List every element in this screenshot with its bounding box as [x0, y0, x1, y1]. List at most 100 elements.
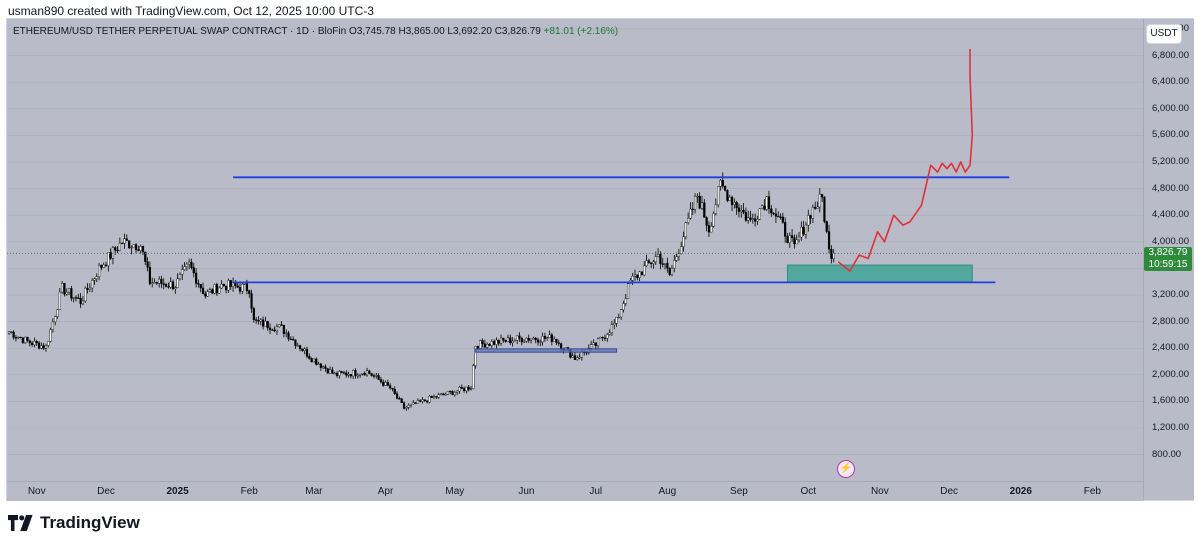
candle-up — [624, 293, 627, 306]
candle-body — [802, 226, 805, 235]
x-tick-label: Jun — [518, 486, 535, 497]
candle-body — [370, 373, 373, 376]
candle-up — [58, 287, 61, 310]
candle-body — [419, 400, 422, 402]
candle-body — [767, 196, 771, 210]
candle-up — [446, 391, 449, 396]
candle-body — [368, 370, 371, 374]
candle-body — [155, 282, 158, 284]
candle-up — [384, 380, 387, 387]
candle-up — [818, 188, 821, 213]
candle-body — [721, 180, 724, 187]
candle-up — [97, 263, 101, 281]
candle-down — [160, 275, 163, 289]
candle-body — [77, 297, 80, 299]
chart-frame[interactable]: ETHEREUM/USD TETHER PERPETUAL SWAP CONTR… — [6, 18, 1194, 501]
x-tick-label: Jul — [589, 486, 603, 497]
candle-up — [638, 270, 641, 282]
candle-body — [201, 287, 205, 295]
candle-body — [832, 253, 835, 259]
candle-up — [680, 241, 683, 255]
time-axis[interactable]: Nov Dec 2025 Feb Mar Apr May Jun Jul Aug Sep Oct Nov… — [7, 481, 1143, 501]
candle-body — [26, 336, 29, 342]
candle-down — [70, 286, 73, 302]
candle-down — [772, 212, 775, 216]
candle-body — [389, 385, 392, 389]
candle-up — [499, 334, 503, 346]
y-tick-label: 6,400.00 — [1152, 76, 1189, 88]
candle-up — [7, 331, 11, 335]
candle-down — [250, 289, 253, 313]
candle-body — [37, 342, 41, 349]
candle-body — [615, 317, 618, 324]
candle-body — [754, 218, 757, 222]
candle-body — [61, 282, 64, 293]
candle-body — [428, 396, 431, 403]
lightning-icon[interactable]: ⚡ — [837, 460, 855, 478]
candle-body — [811, 207, 814, 219]
candle-down — [234, 280, 237, 289]
candle-body — [257, 320, 260, 322]
candle-body — [365, 370, 369, 376]
candle-body — [444, 394, 447, 396]
candle-down — [724, 185, 727, 192]
x-tick-label: Nov — [870, 486, 889, 497]
candle-down — [430, 395, 433, 398]
candle-down — [814, 201, 817, 210]
x-tick-label: Feb — [1083, 486, 1101, 497]
candle-body — [442, 393, 445, 395]
candle-up — [645, 254, 648, 267]
candle-up — [317, 361, 320, 365]
candle-down — [462, 386, 466, 393]
currency-badge[interactable]: USDT — [1147, 25, 1181, 43]
candle-up — [218, 286, 221, 294]
candle-body — [446, 391, 449, 395]
candle-up — [130, 245, 133, 255]
candle-body — [740, 210, 743, 212]
candle-body — [271, 329, 274, 331]
candle-down — [767, 190, 771, 214]
candle-down — [211, 288, 214, 295]
candle-down — [668, 267, 671, 277]
candle-down — [442, 392, 445, 396]
candle-body — [352, 370, 355, 377]
candle-body — [28, 340, 31, 344]
candle-body — [100, 264, 103, 268]
candle-body — [222, 283, 225, 287]
candle-body — [292, 339, 295, 341]
candle-down — [282, 324, 285, 338]
candle-down — [705, 216, 708, 232]
candle-body — [555, 338, 558, 343]
candle-body — [439, 393, 443, 395]
x-tick-label: Oct — [800, 486, 817, 497]
candle-body — [72, 297, 75, 299]
candle-up — [312, 358, 316, 363]
candle-body — [499, 337, 503, 344]
candle-body — [51, 321, 54, 330]
tradingview-logo[interactable]: TradingView — [8, 513, 140, 533]
candle-down — [298, 344, 302, 352]
candle-down — [377, 373, 380, 381]
y-tick-label: 5,600.00 — [1152, 129, 1189, 141]
candle-down — [449, 390, 452, 395]
candle-up — [800, 221, 803, 241]
candle-down — [435, 395, 438, 399]
candle-body — [95, 276, 98, 279]
candle-up — [347, 371, 350, 378]
candle-body — [818, 194, 821, 208]
y-tick-label: 5,200.00 — [1152, 156, 1189, 167]
candle-body — [398, 398, 401, 400]
candle-down — [493, 339, 496, 346]
plot-area[interactable]: ETHEREUM/USD TETHER PERPETUAL SWAP CONTR… — [7, 19, 1143, 500]
candle-body — [469, 388, 473, 390]
price-chart[interactable] — [7, 19, 1143, 481]
candle-down — [419, 399, 422, 403]
candle-up — [795, 234, 798, 245]
candle-body — [123, 238, 126, 244]
candle-body — [266, 321, 269, 329]
candle-down — [770, 205, 773, 217]
candle-down — [650, 262, 653, 268]
y-tick-label: 4,800.00 — [1152, 182, 1189, 194]
change-value: +81.01 (+2.16%) — [543, 26, 619, 37]
candle-body — [546, 337, 549, 339]
